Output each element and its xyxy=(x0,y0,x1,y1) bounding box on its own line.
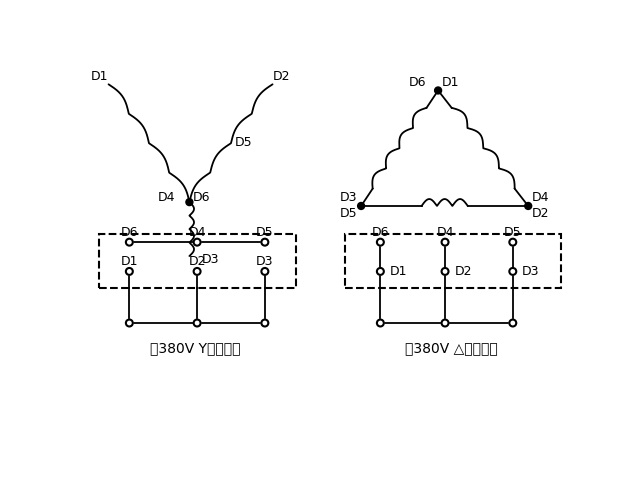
Circle shape xyxy=(435,87,442,94)
Text: D1: D1 xyxy=(120,255,138,268)
Circle shape xyxy=(442,239,449,246)
Circle shape xyxy=(194,320,200,326)
Circle shape xyxy=(126,320,133,326)
Text: D4: D4 xyxy=(158,191,175,204)
Text: D5: D5 xyxy=(256,226,274,239)
Text: D2: D2 xyxy=(454,265,472,278)
Text: D6: D6 xyxy=(193,191,210,204)
Text: D1: D1 xyxy=(91,70,108,83)
Text: D3: D3 xyxy=(340,191,357,204)
Text: D2: D2 xyxy=(273,70,291,83)
Text: D6: D6 xyxy=(372,226,389,239)
Text: D2: D2 xyxy=(532,207,550,220)
Text: D2: D2 xyxy=(188,255,206,268)
Text: D4: D4 xyxy=(188,226,206,239)
Circle shape xyxy=(509,268,516,275)
Text: ～380V Y形接线法: ～380V Y形接线法 xyxy=(150,341,241,356)
Circle shape xyxy=(509,320,516,326)
Circle shape xyxy=(126,239,133,246)
Text: D5: D5 xyxy=(234,136,252,150)
Circle shape xyxy=(442,320,449,326)
Circle shape xyxy=(261,320,268,326)
Text: D1: D1 xyxy=(390,265,407,278)
Text: D5: D5 xyxy=(340,207,357,220)
Text: D3: D3 xyxy=(202,252,220,266)
Text: D1: D1 xyxy=(442,76,460,89)
Circle shape xyxy=(261,268,268,275)
Text: D4: D4 xyxy=(436,226,454,239)
Circle shape xyxy=(377,268,384,275)
Circle shape xyxy=(442,268,449,275)
Text: D3: D3 xyxy=(522,265,540,278)
Circle shape xyxy=(525,203,532,209)
Circle shape xyxy=(186,199,193,206)
Text: D6: D6 xyxy=(408,76,426,89)
Text: D5: D5 xyxy=(504,226,522,239)
Circle shape xyxy=(126,268,133,275)
Text: D6: D6 xyxy=(120,226,138,239)
Text: ～380V △形接线法: ～380V △形接线法 xyxy=(405,341,497,356)
Circle shape xyxy=(261,239,268,246)
Text: D4: D4 xyxy=(532,191,550,204)
Circle shape xyxy=(509,239,516,246)
Circle shape xyxy=(358,203,365,209)
Circle shape xyxy=(377,239,384,246)
Text: D3: D3 xyxy=(256,255,274,268)
Circle shape xyxy=(377,320,384,326)
Circle shape xyxy=(194,268,200,275)
Circle shape xyxy=(194,239,200,246)
